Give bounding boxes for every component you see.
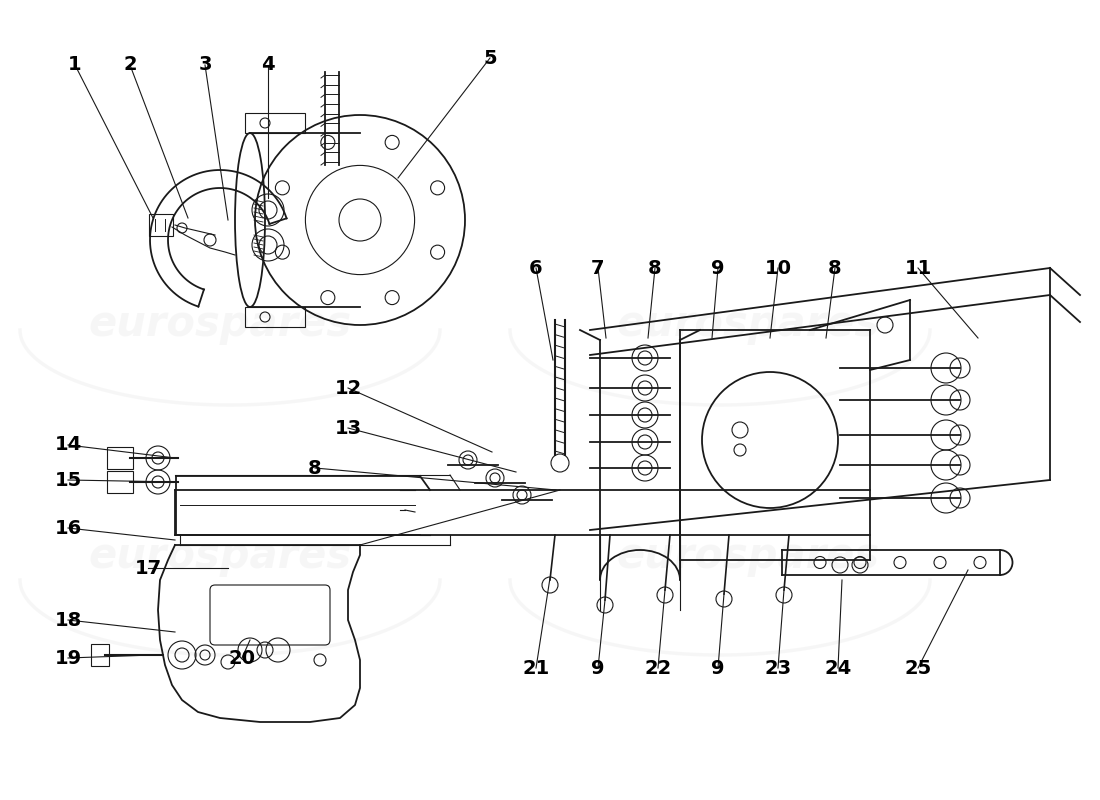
Text: 11: 11 [904,258,932,278]
Text: 19: 19 [54,649,81,667]
Text: 1: 1 [68,55,81,74]
Text: eurospares: eurospares [88,535,352,577]
Text: 21: 21 [522,658,550,678]
Text: 25: 25 [904,658,932,678]
Text: 2: 2 [123,55,136,74]
Text: 9: 9 [712,658,725,678]
Text: 15: 15 [54,470,81,490]
Text: 8: 8 [308,458,322,478]
Text: 18: 18 [54,610,81,630]
Text: 23: 23 [764,658,792,678]
Text: 9: 9 [712,258,725,278]
Text: 16: 16 [54,518,81,538]
Text: eurospares: eurospares [616,535,880,577]
Text: 12: 12 [334,378,362,398]
Text: 4: 4 [261,55,275,74]
Text: eurospares: eurospares [616,303,880,345]
Text: 8: 8 [648,258,662,278]
Text: 24: 24 [824,658,851,678]
Text: eurospares: eurospares [88,303,352,345]
Text: 8: 8 [828,258,842,278]
Text: 20: 20 [229,649,255,667]
Text: 7: 7 [592,258,605,278]
Text: 3: 3 [198,55,211,74]
Text: 13: 13 [334,418,362,438]
Text: 22: 22 [645,658,672,678]
Text: 5: 5 [483,49,497,67]
Text: 6: 6 [529,258,542,278]
Text: 9: 9 [592,658,605,678]
Text: 10: 10 [764,258,792,278]
Text: 17: 17 [134,558,162,578]
Text: 14: 14 [54,435,81,454]
